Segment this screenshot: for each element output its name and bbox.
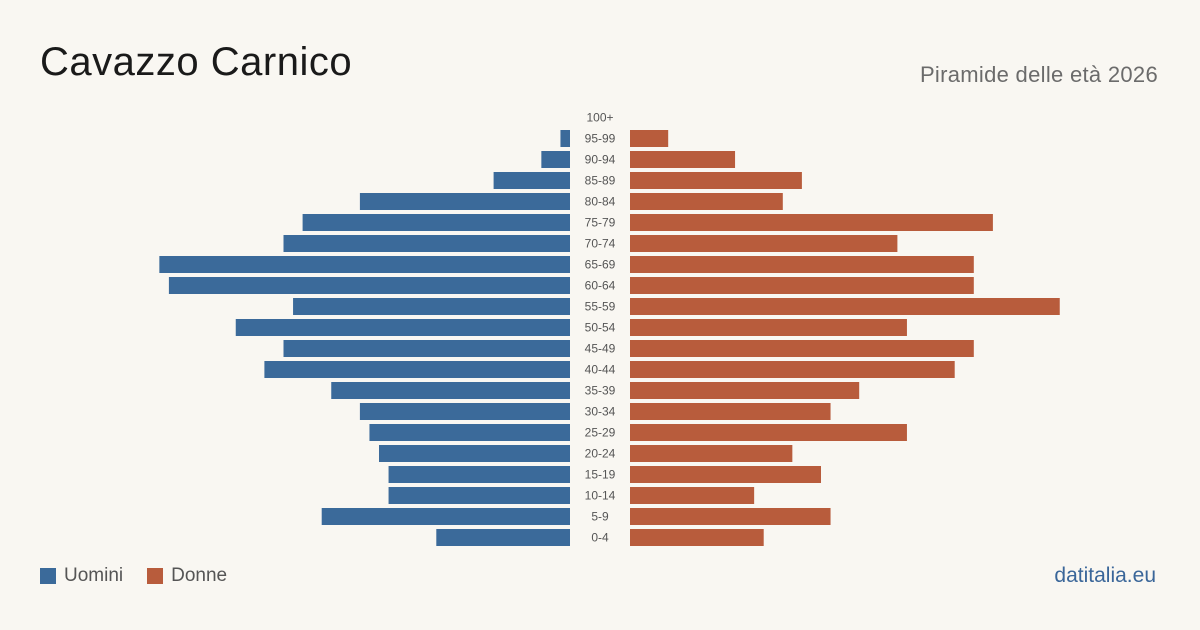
brand-link[interactable]: datitalia.eu [1054, 564, 1156, 587]
legend-swatch-male [40, 568, 56, 584]
legend-swatch-female [147, 568, 164, 584]
age-label-55-59: 55-59 [585, 300, 616, 314]
bar-female-20-24 [630, 445, 793, 462]
bar-male-70-74 [283, 235, 570, 252]
age-label-0-4: 0-4 [591, 531, 609, 545]
age-label-75-79: 75-79 [585, 216, 616, 230]
bar-male-30-34 [359, 403, 570, 420]
bar-female-35-39 [630, 382, 860, 399]
bar-male-45-49 [283, 340, 570, 357]
bar-male-65-69 [159, 256, 570, 273]
bar-male-75-79 [302, 214, 570, 231]
bar-male-80-84 [359, 193, 570, 210]
age-label-90-94: 90-94 [585, 153, 616, 167]
bar-male-60-64 [168, 277, 570, 294]
bar-female-85-89 [630, 172, 802, 189]
bar-female-80-84 [630, 193, 783, 210]
bar-male-0-4 [436, 529, 570, 546]
age-label-80-84: 80-84 [585, 195, 616, 209]
age-label-60-64: 60-64 [585, 279, 616, 293]
age-label-20-24: 20-24 [585, 447, 616, 461]
age-label-95-99: 95-99 [585, 132, 616, 146]
age-label-15-19: 15-19 [585, 468, 616, 482]
bar-male-55-59 [293, 298, 570, 315]
bar-male-85-89 [493, 172, 570, 189]
age-label-25-29: 25-29 [585, 426, 616, 440]
bar-female-40-44 [630, 361, 955, 378]
bar-male-50-54 [235, 319, 570, 336]
bar-female-70-74 [630, 235, 898, 252]
bar-female-65-69 [630, 256, 974, 273]
bar-male-90-94 [541, 151, 570, 168]
bar-male-5-9 [321, 508, 570, 525]
legend-item-female: Donne [147, 565, 227, 587]
bar-male-95-99 [560, 130, 570, 147]
bar-female-60-64 [630, 277, 974, 294]
bar-male-40-44 [264, 361, 570, 378]
bar-male-10-14 [388, 487, 570, 504]
age-label-10-14: 10-14 [585, 489, 616, 503]
age-label-5-9: 5-9 [591, 510, 609, 524]
age-label-85-89: 85-89 [585, 174, 616, 188]
bar-male-25-29 [369, 424, 570, 441]
age-label-40-44: 40-44 [585, 363, 616, 377]
legend: Uomini Donne [40, 565, 251, 587]
age-label-30-34: 30-34 [585, 405, 616, 419]
age-label-50-54: 50-54 [585, 321, 616, 335]
bar-female-75-79 [630, 214, 993, 231]
age-label-35-39: 35-39 [585, 384, 616, 398]
bar-female-15-19 [630, 466, 821, 483]
bar-female-55-59 [630, 298, 1060, 315]
bar-female-5-9 [630, 508, 831, 525]
legend-item-male: Uomini [40, 565, 123, 587]
bar-male-20-24 [379, 445, 570, 462]
age-label-45-49: 45-49 [585, 342, 616, 356]
bar-female-90-94 [630, 151, 736, 168]
bar-female-25-29 [630, 424, 907, 441]
bar-female-95-99 [630, 130, 669, 147]
chart-subtitle: Piramide delle età 2026 [919, 62, 1158, 87]
bar-male-15-19 [388, 466, 570, 483]
bar-female-30-34 [630, 403, 831, 420]
chart-title: Cavazzo Carnico [40, 40, 353, 84]
bar-female-0-4 [630, 529, 764, 546]
age-label-70-74: 70-74 [585, 237, 616, 251]
bar-male-35-39 [331, 382, 570, 399]
age-label-100plus: 100+ [586, 111, 613, 125]
legend-label-female: Donne [171, 565, 228, 586]
legend-label-male: Uomini [64, 565, 124, 586]
age-label-65-69: 65-69 [585, 258, 616, 272]
bar-female-10-14 [630, 487, 755, 504]
bar-female-45-49 [630, 340, 974, 357]
bar-female-50-54 [630, 319, 907, 336]
